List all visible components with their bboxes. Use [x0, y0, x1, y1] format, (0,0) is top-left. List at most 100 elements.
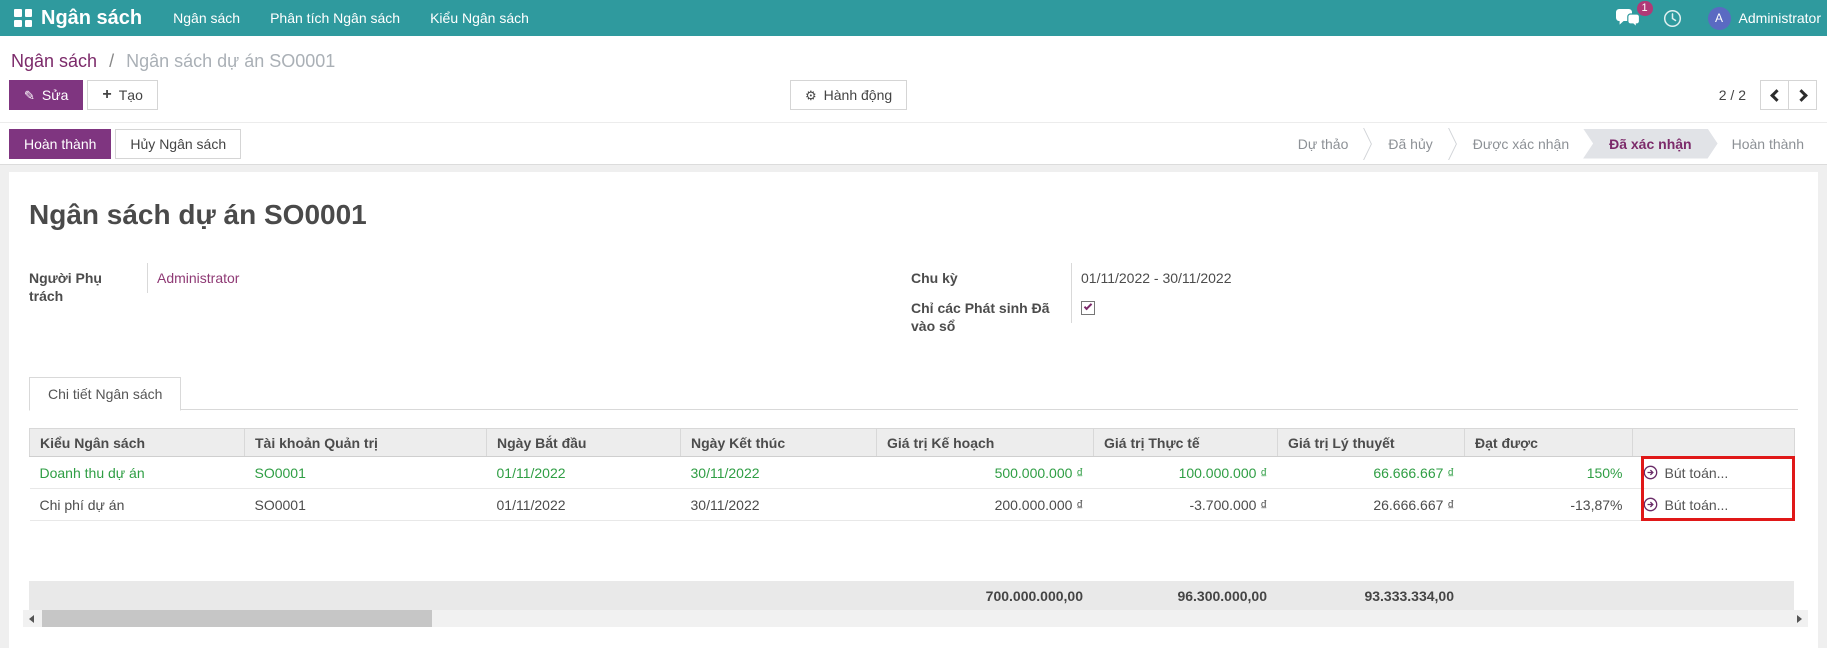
totals-empty	[29, 581, 876, 610]
state-hoan-thanh[interactable]: Hoàn thành	[1731, 135, 1804, 152]
breadcrumb-separator: /	[109, 51, 115, 71]
checkmark-icon	[1083, 301, 1093, 311]
posted-only-label: Chỉ các Phát sinh Đã vào sổ	[911, 300, 1050, 334]
button-row: ✎ Sửa + Tạo ⚙ Hành động 2 / 2	[9, 80, 1818, 122]
table-header-row: Kiểu Ngân sách Tài khoản Quản trị Ngày B…	[29, 428, 1795, 457]
content-area: Ngân sách dự án SO0001 Người Phụ trách A…	[0, 165, 1827, 648]
breadcrumb-current: Ngân sách dự án SO0001	[126, 51, 336, 71]
cell-entries-link[interactable]: Bút toán...	[1632, 488, 1795, 521]
state-da-xac-nhan-active[interactable]: Đã xác nhận	[1583, 129, 1717, 159]
col-header-theoretical[interactable]: Giá trị Lý thuyết	[1277, 428, 1465, 457]
menu-phan-tich[interactable]: Phân tích Ngân sách	[270, 10, 401, 26]
responsible-value[interactable]: Administrator	[147, 263, 911, 293]
total-practical: 96.300.000,00	[1093, 581, 1277, 610]
app-brand[interactable]: Ngân sách	[41, 6, 143, 29]
menu-ngan-sach[interactable]: Ngân sách	[173, 10, 241, 26]
pager-value: 2 / 2	[1718, 87, 1746, 103]
statusbar-states: Dự thảo Đã hủy Được xác nhận Đã xác nhận…	[1284, 127, 1818, 160]
horizontal-scrollbar[interactable]	[23, 610, 1808, 627]
pencil-icon: ✎	[24, 87, 35, 103]
statusbar-buttons: Hoàn thành Hủy Ngân sách	[9, 128, 242, 159]
cell-date-to[interactable]: 30/11/2022	[680, 488, 877, 521]
top-navbar: Ngân sách Ngân sách Phân tích Ngân sách …	[0, 0, 1827, 36]
total-theoretical: 93.333.334,00	[1277, 581, 1464, 610]
entries-link-label: Bút toán...	[1664, 464, 1729, 481]
pager-previous-button[interactable]	[1760, 80, 1789, 110]
state-separator	[1447, 127, 1459, 160]
state-da-huy[interactable]: Đã hủy	[1388, 135, 1433, 152]
cell-date-from[interactable]: 01/11/2022	[486, 456, 681, 489]
chat-bubbles-icon	[1615, 8, 1640, 28]
create-button[interactable]: + Tạo	[87, 80, 158, 110]
cell-account[interactable]: SO0001	[244, 456, 487, 489]
cell-planned[interactable]: 500.000.000 ₫	[876, 456, 1094, 489]
user-avatar[interactable]: A	[1707, 6, 1731, 30]
cell-entries-link[interactable]: Bút toán...	[1632, 456, 1795, 489]
posted-only-checkbox[interactable]	[1081, 301, 1095, 315]
apps-grid-icon[interactable]	[14, 9, 32, 27]
cell-achievement[interactable]: 150%	[1464, 456, 1633, 489]
create-button-label: Tạo	[118, 87, 143, 103]
cell-type[interactable]: Chi phí dự án	[29, 488, 245, 521]
col-header-practical[interactable]: Giá trị Thực tế	[1093, 428, 1278, 457]
scrollbar-thumb[interactable]	[42, 610, 432, 627]
gear-icon: ⚙	[805, 87, 817, 103]
responsible-field: Người Phụ trách Administrator	[29, 263, 911, 311]
tab-budget-lines[interactable]: Chi tiết Ngân sách	[29, 377, 182, 411]
totals-empty	[1464, 581, 1794, 610]
state-du-thao[interactable]: Dự thảo	[1297, 135, 1349, 152]
arrow-circle-right-icon	[1643, 465, 1658, 480]
period-value: 01/11/2022 - 30/11/2022	[1071, 263, 1798, 293]
col-header-date-to[interactable]: Ngày Kết thúc	[680, 428, 877, 457]
edit-button[interactable]: ✎ Sửa	[9, 80, 84, 110]
period-label: Chu kỳ	[911, 270, 958, 286]
col-header-account[interactable]: Tài khoản Quản trị	[244, 428, 487, 457]
complete-button[interactable]: Hoàn thành	[9, 128, 112, 159]
cancel-budget-button[interactable]: Hủy Ngân sách	[115, 128, 242, 159]
col-header-date-from[interactable]: Ngày Bắt đầu	[486, 428, 681, 457]
budget-line-row[interactable]: Chi phí dự án SO0001 01/11/2022 30/11/20…	[29, 488, 1795, 521]
col-header-entries	[1632, 428, 1795, 457]
total-planned: 700.000.000,00	[876, 581, 1093, 610]
cell-account[interactable]: SO0001	[244, 488, 487, 521]
col-header-type[interactable]: Kiểu Ngân sách	[29, 428, 245, 457]
breadcrumb-parent-link[interactable]: Ngân sách	[11, 51, 98, 71]
triangle-left-icon	[29, 614, 34, 623]
chevron-left-icon	[1769, 88, 1783, 102]
cell-achievement[interactable]: -13,87%	[1464, 488, 1633, 521]
form-sheet: Ngân sách dự án SO0001 Người Phụ trách A…	[9, 172, 1818, 648]
col-header-achievement[interactable]: Đạt được	[1464, 428, 1633, 457]
cell-date-to[interactable]: 30/11/2022	[680, 456, 877, 489]
user-name[interactable]: Administrator	[1738, 10, 1821, 26]
messages-badge: 1	[1636, 0, 1653, 16]
entries-link-label: Bút toán...	[1664, 496, 1729, 513]
cell-date-from[interactable]: 01/11/2022	[486, 488, 681, 521]
activities-clock-icon[interactable]	[1663, 9, 1682, 28]
scroll-left-arrow[interactable]	[23, 610, 40, 627]
posted-only-field: Chỉ các Phát sinh Đã vào sổ	[911, 293, 1798, 341]
cell-practical[interactable]: -3.700.000 ₫	[1093, 488, 1278, 521]
action-menu-button[interactable]: ⚙ Hành động	[790, 80, 908, 110]
period-field: Chu kỳ 01/11/2022 - 30/11/2022	[911, 263, 1798, 293]
menu-kieu-ngan-sach[interactable]: Kiểu Ngân sách	[430, 10, 529, 26]
cell-practical[interactable]: 100.000.000 ₫	[1093, 456, 1278, 489]
budget-line-row[interactable]: Doanh thu dự án SO0001 01/11/2022 30/11/…	[29, 456, 1795, 489]
left-field-group: Người Phụ trách Administrator	[29, 263, 911, 341]
responsible-label: Người Phụ trách	[29, 270, 102, 304]
pager: 2 / 2	[1719, 80, 1817, 110]
plus-icon: +	[102, 86, 112, 103]
cell-planned[interactable]: 200.000.000 ₫	[876, 488, 1094, 521]
notebook: Chi tiết Ngân sách Kiểu Ngân sách Tài kh…	[29, 377, 1798, 610]
col-header-planned[interactable]: Giá trị Kế hoạch	[876, 428, 1094, 457]
scroll-right-arrow[interactable]	[1791, 610, 1808, 627]
cell-theoretical[interactable]: 26.666.667 ₫	[1277, 488, 1465, 521]
chevron-right-icon	[1794, 88, 1808, 102]
cell-type[interactable]: Doanh thu dự án	[29, 456, 245, 489]
budget-lines-table-wrap: Kiểu Ngân sách Tài khoản Quản trị Ngày B…	[29, 428, 1795, 521]
cell-theoretical[interactable]: 66.666.667 ₫	[1277, 456, 1465, 489]
pager-next-button[interactable]	[1788, 80, 1817, 110]
state-duoc-xac-nhan[interactable]: Được xác nhận	[1472, 135, 1570, 152]
control-panel: Ngân sách / Ngân sách dự án SO0001 ✎ Sửa…	[0, 36, 1827, 122]
messages-icon[interactable]: 1	[1615, 0, 1653, 28]
